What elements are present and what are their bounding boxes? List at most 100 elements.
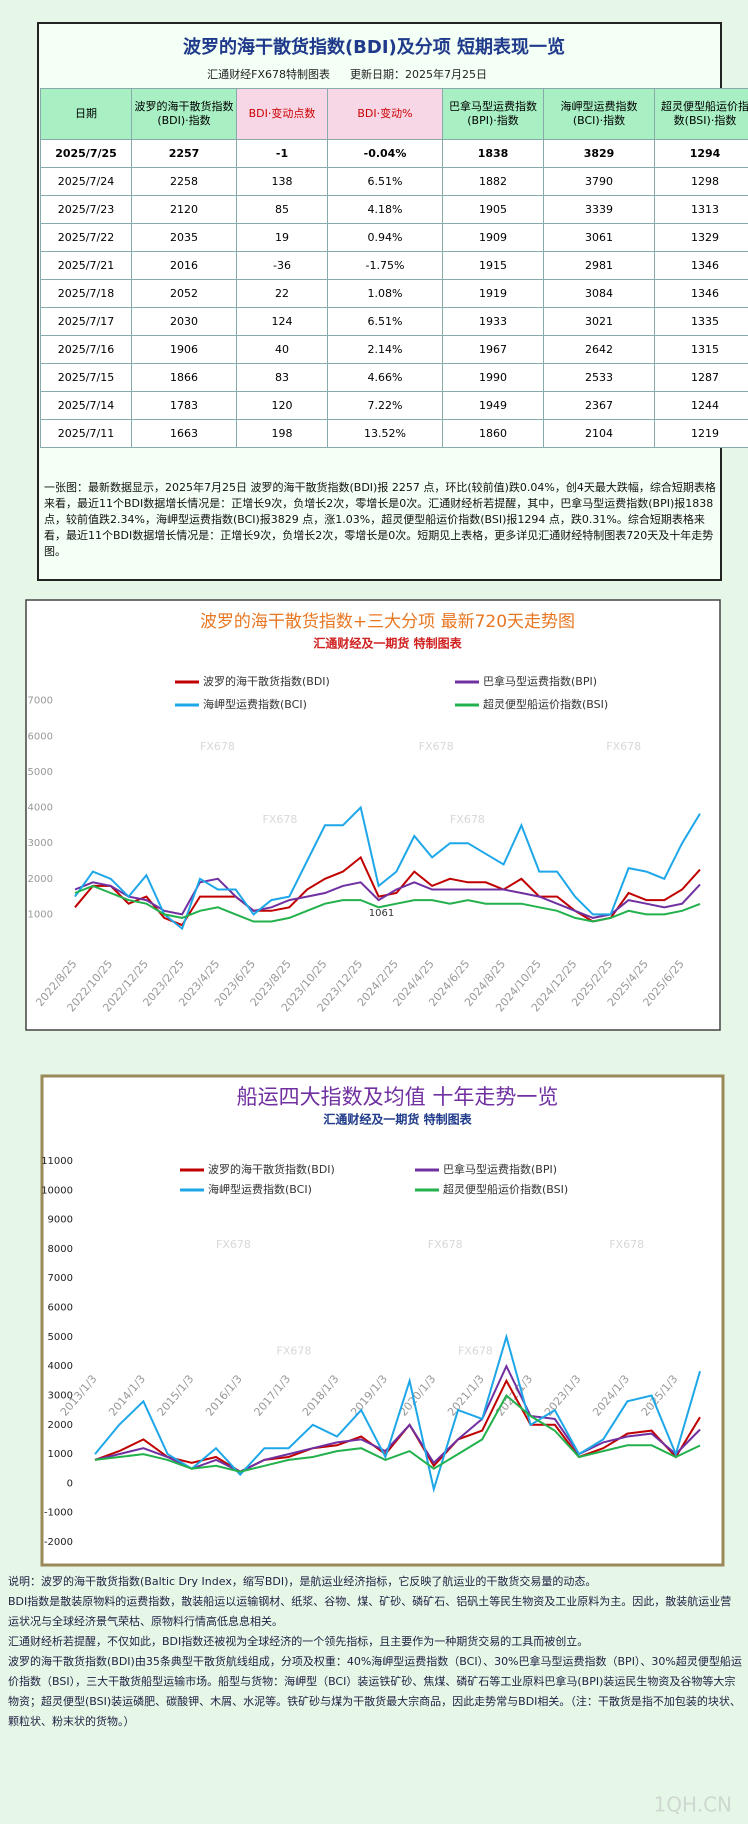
table-cell: 1329: [654, 223, 748, 252]
series-line: [74, 805, 701, 931]
chart-box: [40, 1074, 725, 1567]
table-cell: 13.52%: [327, 419, 443, 448]
table-cell: 1287: [654, 363, 748, 392]
table-cell: 2257: [131, 139, 237, 168]
header-cell: 波罗的海干散货指数(BDI)·指数: [131, 88, 237, 140]
table-cell: -0.04%: [327, 139, 443, 168]
table-cell: 1315: [654, 335, 748, 364]
watermark: FX678: [450, 813, 485, 826]
table-cell: 4.66%: [327, 363, 443, 392]
y-tick-label: -1000: [44, 1508, 73, 1519]
table-cell: 2035: [131, 223, 237, 252]
note-line: 汇通财经析若提醒，不仅如此，BDI指数还被视为全球经济的一个领先指标，且主要作为…: [8, 1635, 589, 1648]
table-cell: 1909: [442, 223, 544, 252]
table-cell: 2120: [131, 195, 237, 224]
series-line: [74, 877, 701, 919]
table-cell: 2258: [131, 167, 237, 196]
table-title: 波罗的海干散货指数(BDI)及分项 短期表现一览: [183, 36, 565, 58]
table-cell: 2.14%: [327, 335, 443, 364]
y-tick-label: 7000: [28, 696, 53, 707]
legend-label: 超灵便型船运价指数(BSI): [483, 697, 608, 711]
y-tick-label: 5000: [48, 1332, 73, 1343]
series-line: [94, 1393, 701, 1473]
legend-label: 波罗的海干散货指数(BDI): [203, 674, 330, 688]
table-cell: 3021: [543, 307, 655, 336]
annotation: 1061: [369, 908, 394, 919]
table-cell: 1866: [131, 363, 237, 392]
table-cell: 1838: [442, 139, 544, 168]
table-cell: 0.94%: [327, 223, 443, 252]
table-cell: 6.51%: [327, 307, 443, 336]
y-tick-label: 3000: [48, 1390, 73, 1401]
table-cell: 1244: [654, 391, 748, 420]
table-cell: 3339: [543, 195, 655, 224]
y-tick-label: 2000: [28, 874, 53, 885]
table-cell: 1860: [442, 419, 544, 448]
table-cell: 3061: [543, 223, 655, 252]
chart-subtitle: 汇通财经及一期货 特制图表: [313, 636, 462, 651]
chart-box: [25, 599, 721, 1031]
table-cell: -1: [236, 139, 328, 168]
watermark: FX678: [200, 740, 235, 753]
watermark: FX678: [428, 1238, 463, 1251]
series-line: [94, 1378, 701, 1473]
table-cell: 2025/7/16: [40, 335, 132, 364]
table-cell: 1219: [654, 419, 748, 448]
table-cell: -36: [236, 251, 328, 280]
table-row: 2025/7/16 1906 40 2.14% 1967 2642 1315: [40, 335, 748, 364]
y-tick-label: 4000: [48, 1361, 73, 1372]
y-tick-label: 0: [67, 1478, 73, 1489]
legend-label: 波罗的海干散货指数(BDI): [208, 1162, 335, 1176]
watermark: FX678: [458, 1345, 493, 1358]
table-cell: 120: [236, 391, 328, 420]
note-line: BDI指数是散装原物料的运费指数，散装船运以运输钢材、纸浆、谷物、煤、矿砂、磷矿…: [8, 1595, 732, 1628]
table-cell: 2025/7/22: [40, 223, 132, 252]
y-tick-label: 5000: [28, 767, 53, 778]
table-wrap: 日期 波罗的海干散货指数(BDI)·指数 BDI·变动点数 BDI·变动% 巴拿马型运费…: [40, 88, 748, 448]
note-line: 波罗的海干散货指数(BDI)由35条典型干散货航线组成，分项及权重：40%海岬型…: [8, 1655, 742, 1728]
header-cell: 巴拿马型运费指数(BPI)·指数: [442, 88, 544, 140]
table-row: 2025/7/14 1783 120 7.22% 1949 2367 1244: [40, 391, 748, 420]
table-cell: 2104: [543, 419, 655, 448]
table-cell: 198: [236, 419, 328, 448]
legend-label: 海岬型运费指数(BCI): [203, 697, 307, 711]
table-cell: -1.75%: [327, 251, 443, 280]
table-cell: 138: [236, 167, 328, 196]
table-cell: 1.08%: [327, 279, 443, 308]
y-tick-label: 3000: [28, 838, 53, 849]
y-tick-label: 2000: [48, 1420, 73, 1431]
legend-label: 巴拿马型运费指数(BPI): [443, 1162, 557, 1176]
table-cell: 3829: [543, 139, 655, 168]
table-cell: 6.51%: [327, 167, 443, 196]
watermark: FX678: [263, 813, 298, 826]
y-tick-label: 11000: [41, 1156, 73, 1167]
table-cell: 1919: [442, 279, 544, 308]
header-cell: 日期: [40, 88, 132, 140]
chart-title: 船运四大指数及均值 十年走势一览: [237, 1085, 559, 1109]
table-cell: 22: [236, 279, 328, 308]
table-cell: 1313: [654, 195, 748, 224]
table-cell: 3084: [543, 279, 655, 308]
table-cell: 2025/7/15: [40, 363, 132, 392]
table-cell: 1298: [654, 167, 748, 196]
table-cell: 1990: [442, 363, 544, 392]
table-cell: 1346: [654, 251, 748, 280]
table-row: 2025/7/24 2258 138 6.51% 1882 3790 1298: [40, 167, 748, 196]
notes: 说明：波罗的海干散货指数(Baltic Dry Index，缩写BDI)，是航运…: [8, 1572, 742, 1732]
y-tick-label: 8000: [48, 1244, 73, 1255]
y-tick-label: 7000: [48, 1273, 73, 1284]
table-cell: 2025/7/25: [40, 139, 132, 168]
table-cell: 3790: [543, 167, 655, 196]
legend-label: 海岬型运费指数(BCI): [208, 1182, 312, 1196]
series-line: [94, 1333, 701, 1494]
table-cell: 2025/7/11: [40, 419, 132, 448]
table-cell: 2030: [131, 307, 237, 336]
header-cell: 超灵便型船运价指数(BSI)·指数: [654, 88, 748, 140]
table-cell: 1967: [442, 335, 544, 364]
table-cell: 1783: [131, 391, 237, 420]
series-line: [74, 884, 701, 923]
y-tick-label: 10000: [41, 1185, 73, 1196]
table-row: 2025/7/11 1663 198 13.52% 1860 2104 1219: [40, 419, 748, 448]
watermark: FX678: [606, 740, 641, 753]
footer-watermark: 1QH.CN: [654, 1793, 732, 1817]
